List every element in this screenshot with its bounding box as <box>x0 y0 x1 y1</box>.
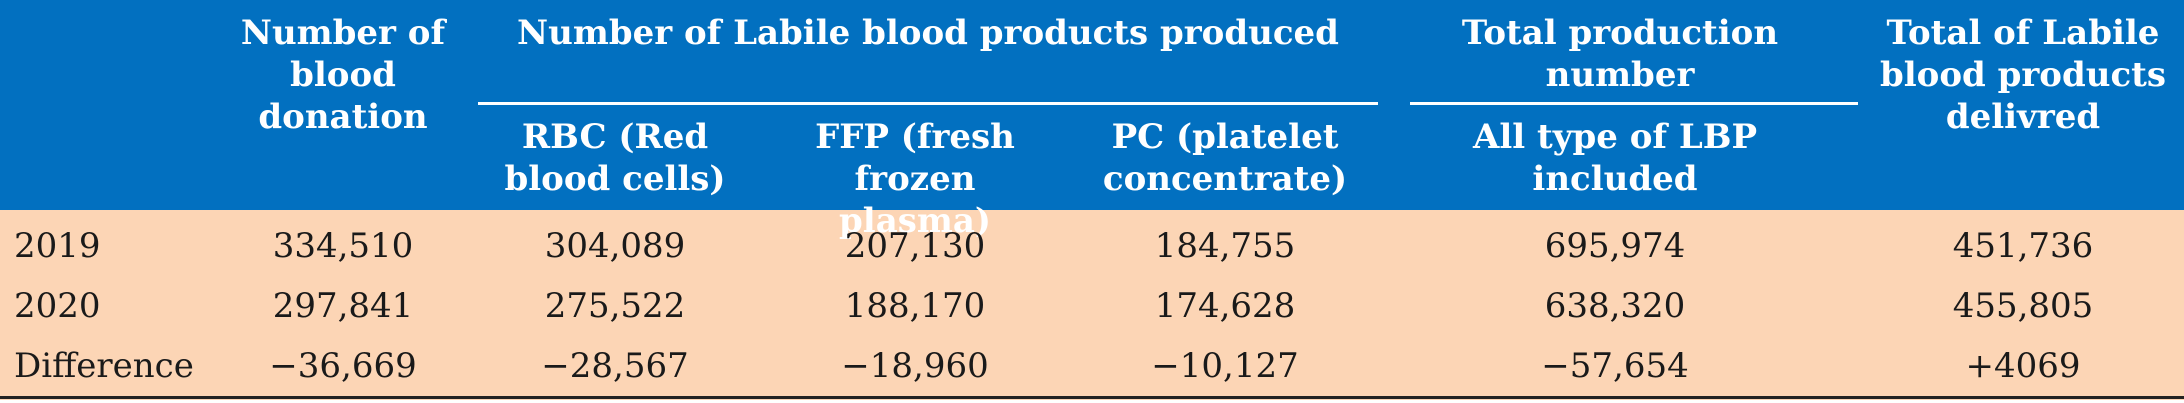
cell-donation-2019: 334,510 <box>272 226 414 266</box>
header-all-lbp: All type of LBP included <box>1472 117 1758 199</box>
row-label-difference: Difference <box>14 346 194 386</box>
cell-pc-difference: −10,127 <box>1151 346 1299 386</box>
cell-donation-difference: −36,669 <box>269 346 417 386</box>
cell-delivered-difference: +4069 <box>1965 346 2081 386</box>
header-delivered: Total of Labile blood products delivred <box>1879 13 2167 137</box>
cell-total-2019: 695,974 <box>1544 226 1686 266</box>
cell-total-difference: −57,654 <box>1541 346 1689 386</box>
cell-pc-2020: 174,628 <box>1154 286 1296 326</box>
row-label-2019: 2019 <box>14 226 101 266</box>
header-donation: Number of blood donation <box>240 13 446 137</box>
cell-ffp-2019: 207,130 <box>844 226 986 266</box>
cell-ffp-2020: 188,170 <box>844 286 986 326</box>
cell-delivered-2020: 455,805 <box>1952 286 2094 326</box>
cell-donation-2020: 297,841 <box>272 286 414 326</box>
cell-ffp-difference: −18,960 <box>841 346 989 386</box>
header-group-lbp: Number of Labile blood products produced <box>517 13 1339 53</box>
cell-total-2020: 638,320 <box>1544 286 1686 326</box>
group-rule-total <box>1410 102 1858 105</box>
header-ffp: FFP (fresh frozen plasma) <box>815 117 1015 241</box>
cell-rbc-difference: −28,567 <box>541 346 689 386</box>
header-group-total: Total production number <box>1461 13 1779 95</box>
cell-rbc-2019: 304,089 <box>544 226 686 266</box>
table-bottom-rule <box>0 396 2184 399</box>
table-body <box>0 210 2184 400</box>
row-label-2020: 2020 <box>14 286 101 326</box>
cell-delivered-2019: 451,736 <box>1952 226 2094 266</box>
table-header <box>0 0 2184 210</box>
cell-rbc-2020: 275,522 <box>544 286 686 326</box>
group-rule-lbp <box>478 102 1378 105</box>
header-rbc: RBC (Red blood cells) <box>504 117 726 199</box>
header-pc: PC (platelet concentrate) <box>1102 117 1348 199</box>
cell-pc-2019: 184,755 <box>1154 226 1296 266</box>
